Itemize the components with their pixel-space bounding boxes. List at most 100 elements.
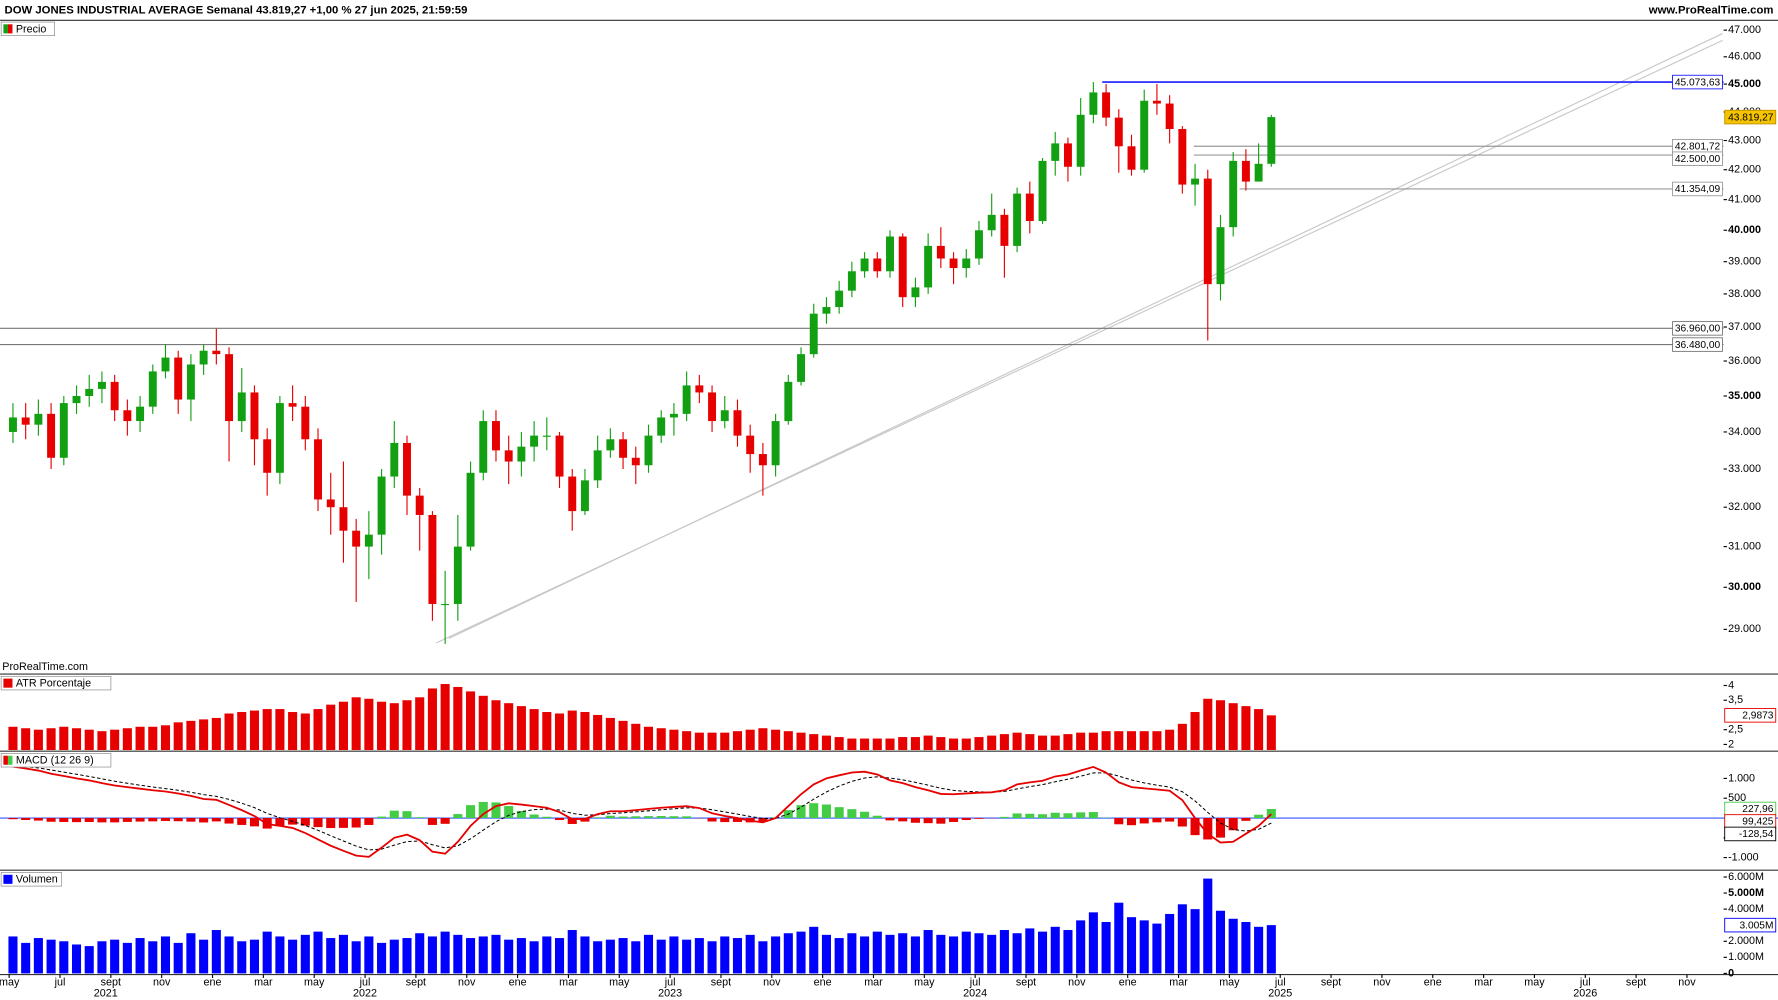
bar (224, 936, 234, 974)
bar (1012, 732, 1022, 751)
chart-header: DOW JONES INDUSTRIAL AVERAGE Semanal 43.… (5, 5, 468, 17)
bar (249, 939, 260, 974)
bar (224, 713, 234, 751)
candle-body (631, 457, 640, 466)
bar (338, 934, 348, 974)
candle-body (886, 236, 894, 272)
year-label: 2021 (94, 988, 118, 1000)
histogram-bar (656, 816, 666, 819)
y-tick-label: 32.000 (1728, 501, 1761, 513)
bar (1228, 918, 1238, 974)
x-tick-label: jul (54, 976, 66, 988)
bar (300, 713, 310, 751)
histogram-bar (97, 818, 107, 823)
x-tick-label: mar (254, 976, 273, 988)
histogram-bar (389, 810, 399, 819)
bar (1215, 910, 1226, 974)
y-tick-label: 41.000 (1728, 193, 1761, 205)
bar (987, 735, 997, 751)
y-tick-label: 46.000 (1728, 51, 1761, 63)
bar (1126, 731, 1137, 751)
y-tick-label: 45.000 (1728, 78, 1761, 90)
bar (148, 726, 158, 751)
bar (338, 701, 348, 751)
histogram-bar (1152, 818, 1162, 823)
panel-label-box (0, 872, 63, 887)
bar (237, 941, 247, 974)
bar (707, 732, 717, 751)
histogram-bar (46, 818, 56, 822)
bar (262, 931, 272, 974)
bar (796, 931, 806, 974)
y-tick-label: 6.000M (1728, 871, 1764, 883)
y-tick-label: 42.000 (1728, 164, 1761, 176)
histogram-bar (974, 818, 984, 819)
level-label: 41.354,09 (1675, 184, 1721, 195)
bar (33, 729, 43, 751)
bar (961, 931, 971, 974)
histogram-bar (313, 818, 323, 828)
bar (745, 934, 755, 974)
x-tick-label: nov (1678, 976, 1696, 988)
bar (974, 933, 984, 974)
candle-body (479, 421, 488, 473)
bar (745, 729, 755, 751)
histogram-bar (682, 816, 692, 819)
candle-body (1203, 178, 1212, 285)
candle-body (441, 603, 450, 606)
bar (402, 700, 412, 751)
candle-body (110, 381, 119, 411)
bar (1037, 931, 1048, 974)
y-tick-label: 31.000 (1728, 540, 1761, 552)
level-label: 36.480,00 (1675, 340, 1721, 351)
histogram-bar (809, 803, 819, 819)
bar (504, 939, 514, 974)
y-tick-label: 4 (1728, 679, 1734, 691)
candle-body (619, 439, 628, 458)
candle-body (580, 480, 589, 512)
bar (720, 732, 730, 751)
histogram-bar (453, 814, 463, 819)
bar (1190, 909, 1200, 974)
panel-label-swatch (3, 874, 13, 884)
x-tick-label: mar (864, 976, 883, 988)
histogram-bar (593, 817, 603, 819)
histogram-bar (872, 815, 882, 819)
bar (237, 712, 247, 751)
candle-body (428, 514, 437, 604)
bar (1152, 923, 1162, 974)
histogram-bar (936, 818, 946, 824)
candle-body (59, 403, 68, 458)
bar (288, 939, 298, 974)
candle-body (606, 439, 615, 451)
histogram-bar (961, 818, 971, 821)
bar (669, 936, 679, 974)
y-tick-label: 4.000M (1728, 903, 1764, 915)
bar (580, 712, 590, 751)
histogram-bar (580, 818, 590, 822)
bar (974, 737, 984, 751)
bar (567, 710, 577, 751)
bar (199, 939, 209, 974)
histogram-bar (910, 818, 920, 823)
candle-body (797, 354, 805, 382)
bar (949, 936, 959, 974)
candle-body (161, 357, 170, 372)
candle-body (199, 350, 208, 365)
histogram-bar (427, 818, 437, 825)
histogram-bar (554, 818, 565, 821)
bar (326, 938, 336, 974)
bar (1254, 926, 1264, 974)
histogram-bar (491, 802, 501, 819)
histogram-bar (415, 817, 425, 819)
bar (377, 942, 387, 974)
candle-body (1241, 160, 1250, 182)
bar (656, 939, 666, 974)
bar (1139, 920, 1149, 974)
bar (1266, 715, 1276, 751)
candle-body (85, 388, 94, 396)
bar (516, 706, 526, 751)
bar (478, 936, 488, 974)
level-label-box (1672, 181, 1723, 197)
panel-label: Precio (0, 21, 55, 36)
